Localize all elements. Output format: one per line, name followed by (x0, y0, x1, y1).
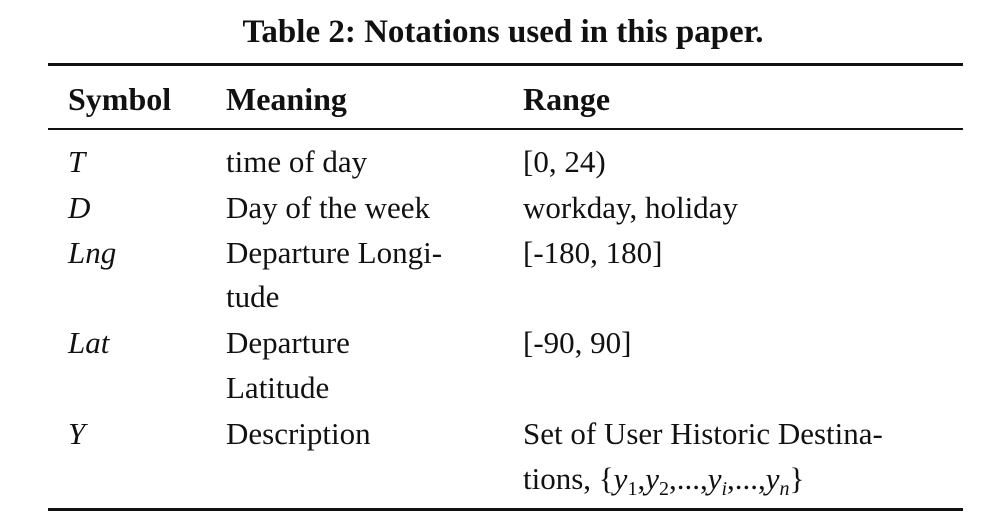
set-item: yi (707, 461, 727, 500)
set-item: y1 (613, 461, 638, 500)
table-top-rule (48, 63, 963, 66)
column-header-meaning: Meaning (226, 81, 347, 117)
symbol-cell: T (68, 144, 86, 179)
symbol-cell: Lat (68, 325, 110, 360)
range-cell: workday, holiday (523, 190, 738, 225)
meaning-cell: Departure (226, 325, 350, 360)
set-item: ... (677, 461, 700, 496)
symbol-cell: Lng (68, 235, 117, 270)
meaning-cell: time of day (226, 144, 368, 179)
set-item-sub: i (721, 478, 728, 500)
range-cell: Set of User Historic Destina- (523, 416, 883, 451)
column-header-range: Range (523, 81, 611, 117)
set-notation: tions, {y1,y2,...,yi,...,yn} (523, 461, 805, 500)
range-cell: [0, 24) (523, 144, 606, 179)
set-item-var: ... (676, 461, 700, 496)
set-item: ... (735, 461, 758, 496)
set-item: yn (765, 461, 790, 500)
meaning-cell: Departure Longi- (226, 235, 443, 270)
set-item: y2 (645, 461, 669, 500)
range-cell: [-90, 90] (523, 325, 632, 360)
set-item-var: y (765, 461, 780, 496)
symbol-cell: D (68, 190, 91, 225)
table-caption: Table 2: Notations used in this paper. (242, 14, 764, 50)
set-item-var: y (645, 461, 659, 496)
set-item-sub: 1 (627, 478, 638, 500)
set-item-sub: 2 (658, 478, 669, 500)
set-item-sub: n (779, 478, 790, 500)
table-header-rule (48, 128, 963, 130)
set-item-var: y (613, 461, 628, 496)
range-cell: [-180, 180] (523, 235, 663, 270)
meaning-cell: Description (226, 416, 371, 451)
meaning-cell-continuation: Latitude (226, 370, 330, 405)
symbol-cell: Y (68, 416, 86, 451)
column-header-symbol: Symbol (68, 81, 172, 117)
set-notation-prefix: tions, { (523, 461, 614, 496)
table-bottom-rule (48, 508, 963, 511)
set-item-var: y (707, 461, 722, 496)
meaning-cell: Day of the week (226, 190, 430, 225)
set-item-var: ... (734, 461, 759, 496)
meaning-cell-continuation: tude (226, 279, 280, 314)
set-notation-suffix: } (789, 461, 805, 496)
